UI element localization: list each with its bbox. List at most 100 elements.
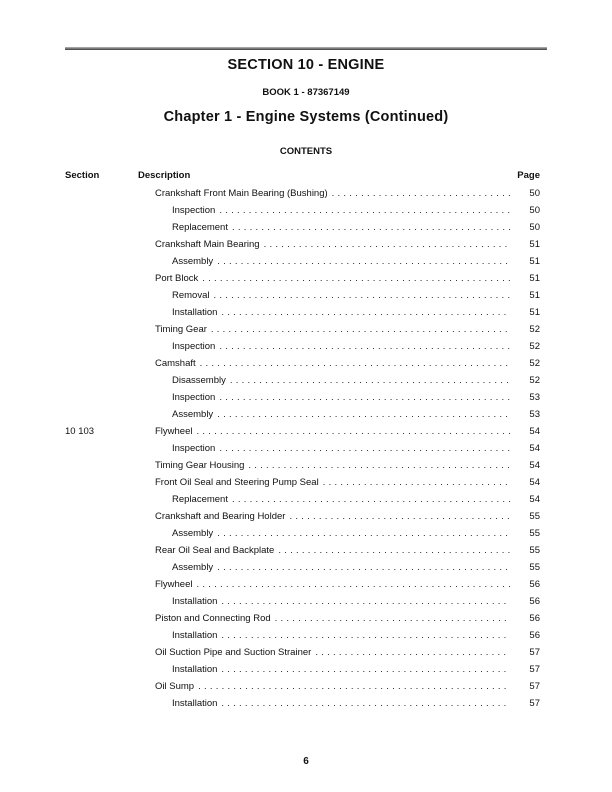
column-header-section: Section	[65, 170, 100, 181]
toc-entry-section-number	[65, 661, 138, 678]
toc-entry-description: Oil Suction Pipe and Suction Strainer	[155, 647, 312, 658]
dot-leader: . . . . . . . . . . . . . . . . . . . . …	[331, 188, 510, 199]
toc-entry: Front Oil Seal and Steering Pump Seal. .…	[65, 474, 540, 491]
dot-leader: . . . . . . . . . . . . . . . . . . . . …	[217, 256, 510, 267]
toc-entry: Oil Sump. . . . . . . . . . . . . . . . …	[65, 678, 540, 695]
toc-entry-description: Piston and Connecting Rod	[155, 613, 271, 624]
toc-entry-description: Replacement	[172, 494, 228, 505]
contents-heading: CONTENTS	[279, 146, 333, 157]
chapter-title: Chapter 1 - Engine Systems (Continued)	[163, 109, 449, 125]
toc-entry-page-number: 54	[529, 443, 540, 454]
toc-entry: Oil Suction Pipe and Suction Strainer. .…	[65, 644, 540, 661]
toc-entry-page-number: 50	[529, 188, 540, 199]
toc-entry-description: Installation	[172, 698, 218, 709]
dot-leader: . . . . . . . . . . . . . . . . . . . . …	[221, 698, 510, 709]
toc-entry-description: Port Block	[155, 273, 199, 284]
dot-leader: . . . . . . . . . . . . . . . . . . . . …	[217, 562, 510, 573]
page-number-footer: 6	[303, 756, 309, 767]
dot-leader: . . . . . . . . . . . . . . . . . . . . …	[199, 358, 510, 369]
dot-leader: . . . . . . . . . . . . . . . . . . . . …	[196, 579, 511, 590]
toc-entry-section-number	[65, 270, 138, 287]
toc-entry: Timing Gear. . . . . . . . . . . . . . .…	[65, 321, 540, 338]
toc-column-headers: Section Description Page	[65, 167, 540, 184]
toc-entry-section-number	[65, 491, 138, 508]
toc-entry-description: Assembly	[172, 528, 214, 539]
toc-entry-page-number: 51	[529, 239, 540, 250]
column-header-description: Description	[138, 170, 191, 181]
toc-entry-page-number: 52	[529, 375, 540, 386]
header-rule	[65, 47, 547, 50]
toc-entry-description: Installation	[172, 307, 218, 318]
toc-entry-section-number	[65, 389, 138, 406]
toc-entry-section-number	[65, 440, 138, 457]
dot-leader: . . . . . . . . . . . . . . . . . . . . …	[210, 324, 510, 335]
dot-leader: . . . . . . . . . . . . . . . . . . . . …	[219, 205, 510, 216]
dot-leader: . . . . . . . . . . . . . . . . . . . . …	[196, 426, 511, 437]
dot-leader: . . . . . . . . . . . . . . . . . . . . …	[289, 511, 510, 522]
toc-entry-page-number: 56	[529, 630, 540, 641]
toc-entry-description: Inspection	[172, 205, 216, 216]
toc-entry-description: Timing Gear	[155, 324, 207, 335]
toc-entry-description: Assembly	[172, 562, 214, 573]
dot-leader: . . . . . . . . . . . . . . . . . . . . …	[274, 613, 510, 624]
toc-entry-description: Crankshaft Main Bearing	[155, 239, 260, 250]
dot-leader: . . . . . . . . . . . . . . . . . . . . …	[198, 681, 510, 692]
toc-entry-description: Crankshaft and Bearing Holder	[155, 511, 286, 522]
toc-entry-section-number	[65, 219, 138, 236]
toc-entry-page-number: 52	[529, 358, 540, 369]
toc-list: Crankshaft Front Main Bearing (Bushing).…	[65, 185, 540, 712]
toc-entry: Installation. . . . . . . . . . . . . . …	[65, 627, 540, 644]
toc-entry: Installation. . . . . . . . . . . . . . …	[65, 661, 540, 678]
toc-entry-section-number	[65, 627, 138, 644]
toc-entry-page-number: 55	[529, 545, 540, 556]
toc-entry-section-number	[65, 406, 138, 423]
dot-leader: . . . . . . . . . . . . . . . . . . . . …	[221, 630, 510, 641]
toc-entry-section-number	[65, 678, 138, 695]
toc-entry: Inspection. . . . . . . . . . . . . . . …	[65, 440, 540, 457]
toc-entry: Flywheel. . . . . . . . . . . . . . . . …	[65, 576, 540, 593]
toc-entry-section-number	[65, 321, 138, 338]
dot-leader: . . . . . . . . . . . . . . . . . . . . …	[263, 239, 510, 250]
toc-entry-description: Inspection	[172, 341, 216, 352]
toc-entry-page-number: 52	[529, 324, 540, 335]
toc-entry-page-number: 56	[529, 613, 540, 624]
toc-entry-section-number	[65, 508, 138, 525]
toc-entry-section-number	[65, 236, 138, 253]
toc-entry-page-number: 54	[529, 477, 540, 488]
toc-entry-page-number: 53	[529, 392, 540, 403]
toc-entry: Disassembly. . . . . . . . . . . . . . .…	[65, 372, 540, 389]
toc-entry-section-number	[65, 338, 138, 355]
toc-entry: Assembly. . . . . . . . . . . . . . . . …	[65, 406, 540, 423]
toc-entry: Crankshaft Front Main Bearing (Bushing).…	[65, 185, 540, 202]
toc-entry-section-number	[65, 695, 138, 712]
dot-leader: . . . . . . . . . . . . . . . . . . . . …	[217, 409, 510, 420]
toc-entry-section-number	[65, 287, 138, 304]
toc-entry-page-number: 53	[529, 409, 540, 420]
toc-entry-page-number: 55	[529, 511, 540, 522]
toc-entry-section-number	[65, 202, 138, 219]
toc-entry-page-number: 54	[529, 460, 540, 471]
toc-entry-page-number: 55	[529, 528, 540, 539]
toc-entry-section-number	[65, 525, 138, 542]
dot-leader: . . . . . . . . . . . . . . . . . . . . …	[231, 494, 510, 505]
toc-entry-page-number: 54	[529, 426, 540, 437]
toc-entry-section-number	[65, 304, 138, 321]
toc-entry-section-number	[65, 559, 138, 576]
dot-leader: . . . . . . . . . . . . . . . . . . . . …	[219, 341, 510, 352]
toc-entry-page-number: 56	[529, 579, 540, 590]
toc-entry-description: Flywheel	[155, 579, 193, 590]
toc-entry-page-number: 50	[529, 222, 540, 233]
toc-entry-section-number	[65, 474, 138, 491]
toc-entry: Crankshaft and Bearing Holder. . . . . .…	[65, 508, 540, 525]
dot-leader: . . . . . . . . . . . . . . . . . . . . …	[219, 443, 510, 454]
toc-entry-section-number: 10 103	[65, 426, 95, 437]
column-header-spacer	[190, 167, 516, 184]
toc-entry-page-number: 52	[529, 341, 540, 352]
toc-entry: Timing Gear Housing. . . . . . . . . . .…	[65, 457, 540, 474]
toc-entry-section-number	[65, 372, 138, 389]
toc-entry-section-number	[65, 457, 138, 474]
toc-entry: Inspection. . . . . . . . . . . . . . . …	[65, 389, 540, 406]
toc-entry: Piston and Connecting Rod. . . . . . . .…	[65, 610, 540, 627]
toc-entry-page-number: 57	[529, 698, 540, 709]
